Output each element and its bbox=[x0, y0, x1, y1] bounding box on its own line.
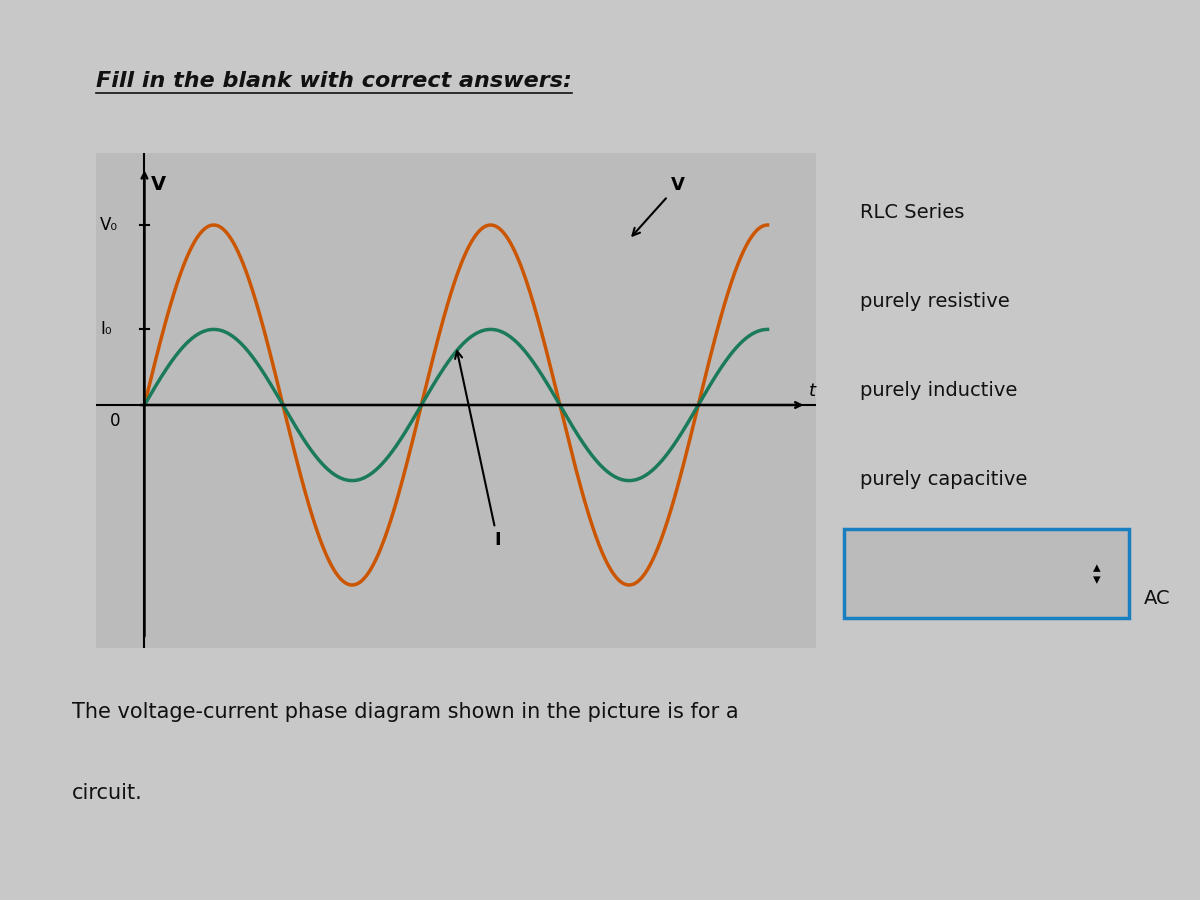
Text: ▴
▾: ▴ ▾ bbox=[1093, 560, 1100, 588]
Text: I₀: I₀ bbox=[100, 320, 112, 338]
Text: V₀: V₀ bbox=[100, 216, 119, 234]
Text: purely resistive: purely resistive bbox=[860, 292, 1010, 311]
Text: t: t bbox=[809, 382, 816, 400]
Text: Fill in the blank with correct answers:: Fill in the blank with correct answers: bbox=[96, 71, 572, 91]
Text: 0: 0 bbox=[110, 412, 120, 430]
Text: The voltage-current phase diagram shown in the picture is for a: The voltage-current phase diagram shown … bbox=[72, 702, 739, 722]
Text: AC: AC bbox=[1144, 589, 1170, 608]
Text: V: V bbox=[151, 175, 167, 194]
Text: V: V bbox=[632, 176, 684, 236]
Text: RLC Series: RLC Series bbox=[860, 202, 965, 222]
Text: circuit.: circuit. bbox=[72, 783, 143, 803]
Text: purely inductive: purely inductive bbox=[860, 381, 1018, 400]
Bar bbox=[845, 529, 1129, 618]
Text: I: I bbox=[455, 351, 500, 549]
Text: purely capacitive: purely capacitive bbox=[860, 470, 1027, 490]
